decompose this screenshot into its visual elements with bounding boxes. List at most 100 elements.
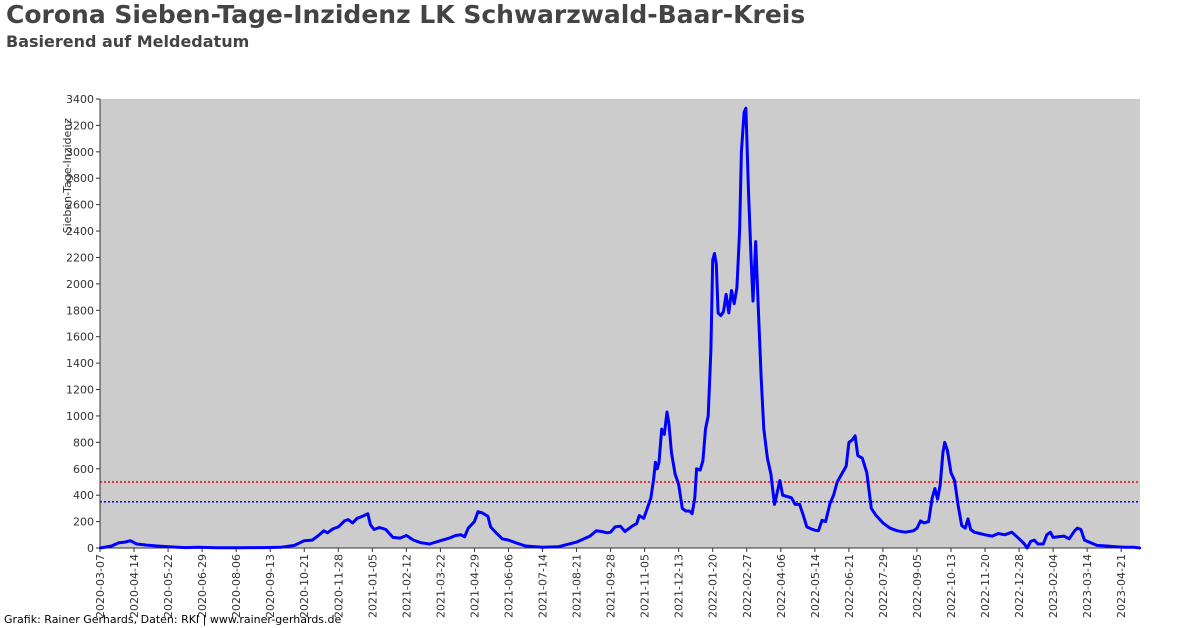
x-tick-label: 2020-09-13 xyxy=(264,554,277,618)
x-tick-label: 2021-12-13 xyxy=(673,554,686,618)
data-point xyxy=(476,510,480,513)
data-point xyxy=(817,529,820,532)
data-point xyxy=(351,521,354,525)
data-point xyxy=(927,520,930,523)
data-point xyxy=(957,504,960,507)
data-point xyxy=(654,461,657,464)
data-point xyxy=(677,483,680,486)
data-point xyxy=(197,546,200,549)
data-point xyxy=(1138,546,1142,550)
y-tick-label: 2200 xyxy=(66,251,94,264)
data-point xyxy=(754,240,757,243)
data-point xyxy=(740,150,743,153)
x-tick-label: 2022-05-14 xyxy=(809,554,822,618)
data-point xyxy=(609,531,612,534)
x-tick-label: 2021-06-06 xyxy=(502,554,515,618)
data-point xyxy=(949,471,953,474)
data-point xyxy=(663,433,666,436)
data-point xyxy=(684,509,687,513)
data-point xyxy=(978,532,981,535)
data-point xyxy=(419,541,422,544)
data-point xyxy=(1036,542,1040,546)
data-point xyxy=(888,527,892,530)
data-point xyxy=(874,513,877,517)
data-point xyxy=(1010,531,1014,534)
data-point xyxy=(463,535,466,538)
data-point xyxy=(847,441,851,444)
data-point xyxy=(865,471,868,474)
data-point xyxy=(936,497,939,501)
data-point xyxy=(707,414,710,418)
data-point xyxy=(1089,541,1092,544)
data-point xyxy=(311,538,314,542)
data-point xyxy=(960,524,963,527)
data-point xyxy=(361,515,364,518)
data-point xyxy=(810,527,813,531)
x-tick-label: 2020-05-22 xyxy=(162,554,175,618)
data-point xyxy=(326,531,329,534)
x-tick-label: 2021-07-14 xyxy=(537,554,550,618)
data-point xyxy=(735,286,739,289)
y-tick-label: 2400 xyxy=(66,225,94,238)
data-point xyxy=(667,421,670,424)
data-point xyxy=(656,467,659,470)
data-point xyxy=(828,501,832,505)
data-point xyxy=(785,495,789,498)
data-point xyxy=(673,472,677,476)
y-tick-label: 3000 xyxy=(66,146,94,159)
data-point xyxy=(724,293,728,296)
data-point xyxy=(953,479,956,482)
data-point xyxy=(649,496,653,499)
data-point xyxy=(346,518,350,521)
data-point xyxy=(711,258,714,262)
data-point xyxy=(605,531,609,534)
data-point xyxy=(716,311,720,315)
data-point xyxy=(343,519,346,523)
data-point xyxy=(832,494,835,497)
data-point xyxy=(690,512,694,515)
data-point xyxy=(398,536,402,540)
x-tick-label: 2022-01-20 xyxy=(707,554,720,618)
data-point xyxy=(635,522,638,525)
data-point xyxy=(915,527,919,530)
data-point xyxy=(1083,538,1086,542)
data-point xyxy=(117,541,121,544)
data-point xyxy=(824,520,827,523)
data-point xyxy=(1068,537,1071,540)
data-point xyxy=(660,427,663,431)
data-point xyxy=(727,311,730,315)
data-point xyxy=(946,449,949,452)
data-point xyxy=(943,441,946,444)
data-point xyxy=(670,451,673,455)
data-point xyxy=(704,427,707,431)
data-point xyxy=(619,525,622,528)
x-tick-label: 2020-11-28 xyxy=(332,554,345,618)
data-point xyxy=(369,523,372,527)
data-point xyxy=(378,526,381,529)
data-point xyxy=(665,410,669,414)
data-point xyxy=(412,538,415,542)
y-tick-label: 1400 xyxy=(66,357,94,370)
data-point xyxy=(695,467,698,470)
x-tick-label: 2022-07-29 xyxy=(877,554,890,618)
x-tick-label: 2022-10-13 xyxy=(945,554,958,618)
data-point xyxy=(303,539,306,542)
x-axis: 2020-03-07 2020-04-14 2020-05-22 2020-06-29… xyxy=(94,547,1140,618)
x-tick-label: 2020-03-07 xyxy=(94,554,107,618)
chart-subtitle: Basierend auf Meldedatum xyxy=(6,32,250,51)
x-tick-label: 2021-08-21 xyxy=(571,554,584,618)
data-point xyxy=(964,527,967,530)
y-axis-label: Sieben-Tage-Inzidenz xyxy=(61,118,74,234)
data-point xyxy=(922,521,926,525)
x-tick-label: 2023-04-21 xyxy=(1115,554,1128,618)
data-point xyxy=(941,451,945,455)
data-point xyxy=(757,309,760,312)
data-point xyxy=(904,531,907,534)
data-point xyxy=(391,536,395,539)
data-point xyxy=(1049,531,1052,534)
data-point xyxy=(473,520,476,523)
data-point xyxy=(630,525,634,528)
data-point xyxy=(773,503,776,506)
data-point xyxy=(642,517,645,520)
y-tick-label: 800 xyxy=(73,436,94,449)
